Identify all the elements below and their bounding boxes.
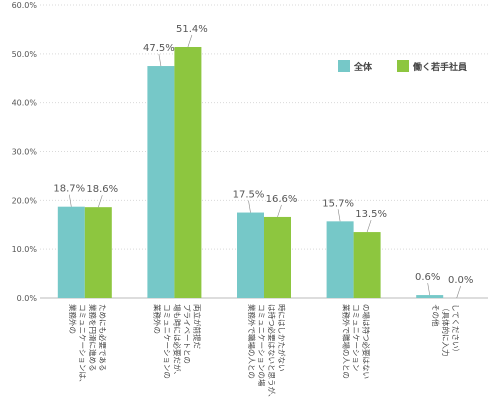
legend-label: 働く若手社員: [412, 61, 467, 73]
leader-line: [337, 209, 341, 222]
bar-young-employees: [264, 216, 291, 298]
category-label: 業務外で職場の人との コミュニケーション の場は持つ必要はない: [342, 304, 372, 379]
bar-overall: [57, 206, 85, 298]
category-label-line: 業務外の: [68, 304, 78, 334]
category-label-line: してください）: [451, 304, 460, 356]
category-label-line: コミュニケーションの: [162, 304, 171, 379]
data-label: 18.7%: [53, 184, 85, 195]
bar-overall: [147, 66, 175, 299]
legend: 全体 働く若手社員: [338, 60, 467, 73]
bar-overall: [416, 295, 444, 298]
category-label-line: 両立が前提だ: [192, 304, 202, 349]
y-tick-label: 0.0%: [17, 294, 38, 303]
category-label-line: の場は持つ必要はない: [362, 304, 372, 379]
leader-line: [366, 219, 372, 233]
data-label: 18.6%: [86, 184, 118, 195]
data-labels: 18.7% 18.6% 47.5%51.4% 17.5% 16.6% 15.7%13.5%…: [53, 24, 473, 299]
leader-line: [456, 285, 461, 299]
category-label-line: は持つ必要はないと思うが、: [267, 304, 277, 401]
y-tick-label: 20.0%: [12, 196, 38, 205]
bar-young-employees: [353, 232, 381, 298]
category-label-line: （具体的に入力: [441, 304, 451, 357]
data-label: 17.5%: [233, 190, 265, 201]
category-label: 業務外の コミュニケーションは、 業務を円滑に進める ためにも必要である: [68, 304, 108, 386]
data-label: 16.6%: [266, 194, 298, 205]
category-label-line: プライベートとの: [182, 304, 191, 364]
leader-line: [158, 53, 162, 67]
legend-swatch: [397, 60, 409, 72]
category-label-line: コミュニケーションは、: [78, 304, 87, 386]
category-label-line: 業務外の: [152, 304, 162, 334]
category-label-line: ためにも必要である: [98, 304, 108, 371]
data-label: 51.4%: [176, 24, 208, 35]
category-label-line: 業務外で職場の人との: [247, 304, 257, 379]
y-tick-label: 60.0%: [12, 1, 38, 10]
y-tick-label: 40.0%: [12, 99, 38, 108]
category-label-line: 業務外で職場の人との: [342, 304, 352, 379]
data-label: 15.7%: [322, 198, 354, 209]
category-label: 業務外で職場の人との コミュニケーションの場 は持つ必要はないと思うが、 時にはしかた…: [247, 304, 287, 401]
data-label: 13.5%: [355, 209, 387, 220]
y-tick-label: 50.0%: [12, 50, 38, 59]
bar-overall: [326, 221, 354, 298]
leader-line: [248, 200, 251, 213]
category-label-line: その他: [431, 304, 441, 327]
bars: [57, 46, 444, 299]
data-label: 0.0%: [448, 275, 473, 286]
category-label: その他 （具体的に入力 してください）: [431, 304, 460, 357]
leader-line: [427, 283, 430, 296]
y-tick-label: 30.0%: [12, 148, 38, 157]
bar-overall: [237, 212, 264, 298]
legend-swatch: [338, 60, 350, 72]
legend-label: 全体: [353, 61, 373, 73]
bar-young-employees: [84, 207, 112, 298]
bar-young-employees: [174, 46, 202, 298]
y-tick-label: 10.0%: [12, 245, 38, 254]
category-label-line: 場も時には必要だが、: [172, 304, 182, 379]
leader-line: [69, 194, 72, 207]
leader-line: [98, 195, 103, 208]
category-label-line: コミュニケーション: [352, 304, 361, 371]
category-label-line: 業務を円滑に進める: [88, 304, 98, 372]
category-label-line: 時にはしかたがない: [277, 304, 287, 372]
category-label-line: コミュニケーションの場: [257, 304, 267, 387]
y-axis: 0.0% 10.0% 20.0% 30.0% 40.0% 50.0% 60.0%: [12, 1, 488, 303]
data-label: 47.5%: [143, 43, 175, 54]
leader-line: [277, 204, 282, 218]
data-label: 0.6%: [415, 272, 440, 283]
leader-line: [187, 34, 193, 48]
category-label: 業務外の コミュニケーションの 場も時には必要だが、 プライベートとの 両立が前提だ: [152, 304, 202, 379]
category-labels: 業務外の コミュニケーションは、 業務を円滑に進める ためにも必要である 業務外の コミュ…: [68, 304, 460, 401]
